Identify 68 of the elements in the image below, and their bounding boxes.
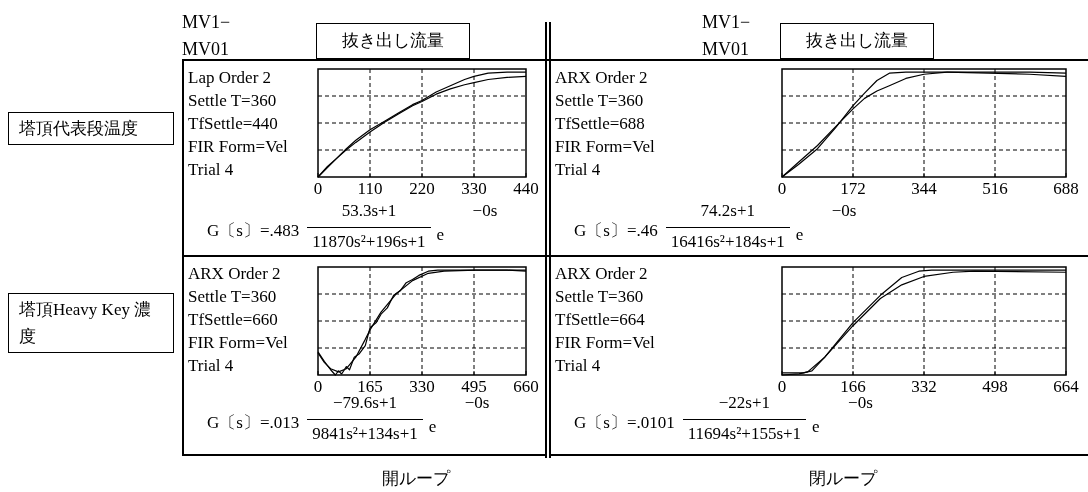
x-tick-label: 165	[357, 377, 383, 396]
x-axis-title: 閉ループ	[809, 469, 877, 488]
text: −0s	[464, 393, 490, 412]
text: e	[436, 225, 445, 244]
text: −22s+1	[718, 393, 771, 412]
x-tick-label: 172	[840, 179, 866, 198]
text: FIR Form=Vel	[188, 137, 288, 156]
x-tick-label: 166	[840, 377, 866, 396]
text: TfSettle=664	[555, 310, 645, 329]
x-tick-label: 0	[777, 377, 787, 396]
text: −0s	[831, 201, 857, 220]
y-axis-title: 塔頂代表段温度	[8, 112, 174, 146]
x-tick-label: 0	[313, 377, 323, 396]
x-tick-label: 110	[357, 179, 383, 198]
x-axis-title: 開ループ	[382, 469, 450, 488]
x-tick-label: 330	[409, 377, 435, 396]
text: ARX Order 2	[555, 264, 648, 283]
chart-title: 抜き出し流量	[780, 23, 934, 59]
x-tick-label: 344	[911, 179, 938, 198]
chart-subtitle: MV1− MV01	[182, 11, 232, 61]
text: 16416s²+184s+1	[669, 232, 786, 251]
text: Lap Order 2	[188, 68, 272, 87]
text: Trial 4	[555, 356, 601, 375]
x-tick-label: 495	[461, 377, 487, 396]
text: Settle T=360	[555, 91, 644, 110]
text: 11870s²+196s+1	[311, 232, 427, 251]
chart-title: 抜き出し流量	[316, 23, 470, 59]
text: 53.3s+1	[340, 201, 398, 220]
text: FIR Form=Vel	[555, 333, 655, 352]
text: G〔s〕=.013	[207, 413, 300, 432]
text: 74.2s+1	[699, 201, 756, 220]
text: FIR Form=Vel	[555, 137, 655, 156]
x-tick-label: 0	[313, 179, 323, 198]
text: G〔s〕=.0101	[574, 413, 675, 432]
text: e	[795, 225, 804, 244]
text: ARX Order 2	[188, 264, 281, 283]
chart-subtitle: MV1− MV01	[702, 11, 752, 61]
x-tick-label: 220	[409, 179, 435, 198]
text: G〔s〕=.46	[574, 221, 658, 240]
text: Settle T=360	[188, 287, 277, 306]
x-tick-label: 330	[461, 179, 487, 198]
x-tick-label: 660	[513, 377, 539, 396]
text: G〔s〕=.483	[207, 221, 300, 240]
text: e	[812, 417, 820, 436]
x-tick-label: 664	[1053, 377, 1080, 396]
y-axis-title: 塔頂Heavy Key 濃度	[8, 293, 174, 354]
x-tick-label: 688	[1053, 179, 1079, 198]
text: 11694s²+155s+1	[686, 424, 803, 443]
text: ARX Order 2	[555, 68, 648, 87]
x-tick-label: 440	[513, 179, 539, 198]
text: −0s	[472, 201, 498, 220]
text: −0s	[848, 393, 873, 412]
x-tick-label: 498	[982, 377, 1008, 396]
text: FIR Form=Vel	[188, 333, 288, 352]
x-tick-label: 332	[911, 377, 937, 396]
text: Settle T=360	[555, 287, 644, 306]
text: Trial 4	[188, 160, 234, 179]
text: −79.6s+1	[332, 393, 398, 412]
text: TfSettle=660	[188, 310, 278, 329]
text: TfSettle=440	[188, 114, 278, 133]
x-tick-label: 0	[777, 179, 787, 198]
text: 9841s²+134s+1	[311, 424, 419, 443]
text: Trial 4	[188, 356, 234, 375]
x-tick-label: 516	[982, 179, 1008, 198]
text: e	[428, 417, 437, 436]
text: Trial 4	[555, 160, 601, 179]
text: TfSettle=688	[555, 114, 645, 133]
text: Settle T=360	[188, 91, 277, 110]
